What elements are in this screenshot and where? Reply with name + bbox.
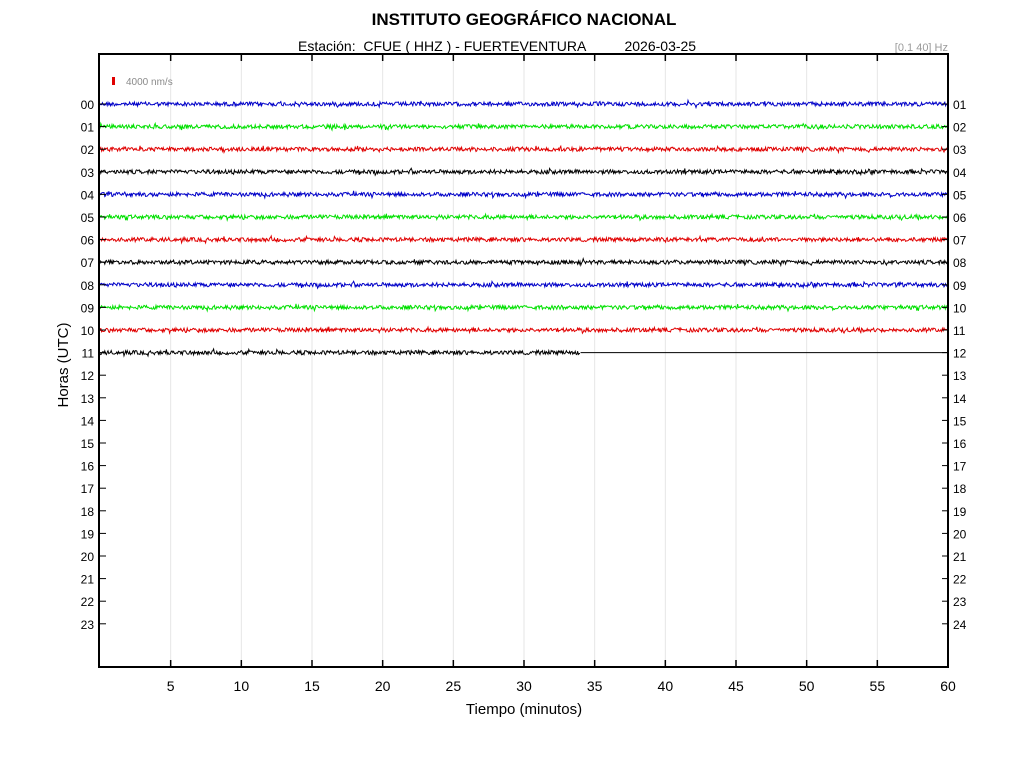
vertical-grid: [170, 55, 878, 666]
trace-hour-00: [99, 98, 949, 110]
right-hour-label: 06: [953, 211, 967, 225]
right-hour-label: 22: [953, 573, 967, 587]
left-hour-label: 21: [81, 573, 95, 587]
station-label: Estación:: [298, 38, 356, 54]
plot-frame: [98, 53, 949, 668]
left-hour-labels: 00 01 02 03 04 05 06 07 08 09 10 11 12 13 14 15 16 17 18 19…: [81, 98, 106, 632]
left-hour-label: 14: [81, 414, 95, 428]
x-tick-label: 35: [587, 678, 603, 694]
trace-hour-02: [99, 144, 949, 155]
chart-subtitle: Estación: CFUE ( HHZ ) - FUERTEVENTURA 2…: [298, 38, 696, 54]
left-hour-label: 06: [81, 234, 95, 248]
left-hour-label: 15: [81, 437, 95, 451]
trace-hour-03: [99, 167, 949, 177]
trace-hour-10: [99, 325, 949, 336]
y-axis-title: Horas (UTC): [55, 322, 72, 407]
right-hour-label: 09: [953, 279, 967, 293]
x-tick-label: 5: [167, 678, 175, 694]
x-tick-label: 45: [728, 678, 744, 694]
right-hour-label: 19: [953, 505, 967, 519]
scale-label: 4000 nm/s: [126, 77, 173, 88]
right-hour-label: 04: [953, 166, 967, 180]
trace-hour-01: [99, 121, 949, 132]
left-hour-label: 09: [81, 301, 95, 315]
right-hour-label: 24: [953, 618, 967, 632]
right-hour-label: 02: [953, 121, 967, 135]
x-tick-label: 40: [658, 678, 674, 694]
left-hour-label: 13: [81, 392, 95, 406]
x-tick-label: 25: [446, 678, 462, 694]
right-hour-label: 20: [953, 527, 967, 541]
left-hour-label: 01: [81, 121, 95, 135]
trace-hour-07: [99, 257, 949, 268]
right-hour-label: 23: [953, 595, 967, 609]
right-hour-label: 13: [953, 369, 967, 383]
trace-hour-08: [99, 280, 949, 290]
x-tick-label: 20: [375, 678, 391, 694]
left-hour-label: 03: [81, 166, 95, 180]
x-axis-title: Tiempo (minutos): [466, 701, 582, 718]
x-tick-label: 10: [234, 678, 250, 694]
right-hour-label: 10: [953, 301, 967, 315]
left-hour-label: 12: [81, 369, 95, 383]
x-tick-label: 15: [304, 678, 320, 694]
station-name: CFUE ( HHZ ) - FUERTEVENTURA: [363, 38, 586, 54]
right-hour-labels: 01 02 03 04 05 06 07 08 09 10 11 12 13 14 15 16 17 18 19 20…: [942, 98, 967, 632]
left-hour-label: 20: [81, 550, 95, 564]
left-hour-label: 18: [81, 505, 95, 519]
left-hour-label: 22: [81, 595, 95, 609]
right-hour-label: 15: [953, 414, 967, 428]
trace-hour-05: [99, 212, 949, 223]
right-hour-label: 07: [953, 234, 967, 248]
trace-hour-09: [99, 303, 949, 313]
x-tick-label: 30: [516, 678, 532, 694]
left-hour-label: 05: [81, 211, 95, 225]
filter-band: [0.1 40] Hz: [894, 42, 948, 54]
right-hour-label: 03: [953, 143, 967, 157]
right-hour-label: 01: [953, 98, 967, 112]
x-tick-label: 60: [940, 678, 956, 694]
left-hour-label: 10: [81, 324, 95, 338]
right-hour-label: 14: [953, 392, 967, 406]
right-hour-label: 17: [953, 460, 967, 474]
record-date: 2026-03-25: [624, 38, 697, 54]
left-hour-label: 08: [81, 279, 95, 293]
x-tick-label: 55: [870, 678, 886, 694]
right-hour-label: 11: [953, 324, 966, 338]
left-hour-label: 07: [81, 256, 95, 270]
left-hour-label: 23: [81, 618, 95, 632]
left-hour-label: 02: [81, 143, 95, 157]
right-hour-label: 16: [953, 437, 967, 451]
right-hour-label: 21: [953, 550, 967, 564]
trace-hour-06: [99, 234, 949, 245]
left-hour-label: 04: [81, 188, 95, 202]
trace-hour-04: [99, 190, 949, 200]
right-hour-label: 08: [953, 256, 967, 270]
scale-bar: [112, 77, 115, 85]
seismic-traces: [99, 98, 949, 358]
x-axis-ticks: 5 10 15 20 25 30 35 40 45 50 55 60: [167, 55, 956, 694]
chart-title: INSTITUTO GEOGRÁFICO NACIONAL: [371, 10, 677, 29]
right-hour-label: 18: [953, 482, 967, 496]
right-hour-label: 12: [953, 347, 967, 361]
left-hour-label: 11: [82, 347, 95, 361]
x-tick-label: 50: [799, 678, 815, 694]
left-hour-label: 19: [81, 527, 95, 541]
right-hour-label: 05: [953, 188, 967, 202]
trace-hour-11: [99, 347, 581, 358]
left-hour-label: 16: [81, 460, 95, 474]
left-hour-label: 00: [81, 98, 95, 112]
left-hour-label: 17: [81, 482, 95, 496]
